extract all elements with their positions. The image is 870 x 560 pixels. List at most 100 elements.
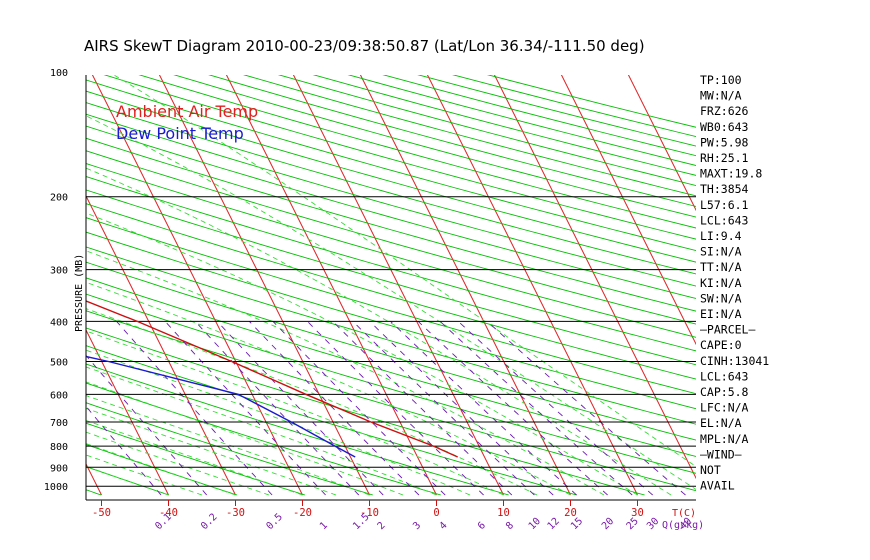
dry-adiabats <box>0 72 696 496</box>
isotherm-line <box>225 75 437 496</box>
bottom-temp-tick-label: 0 <box>433 507 439 519</box>
y-axis-label: PRESSURE (MB) <box>74 254 85 332</box>
pressure-tick-label: 500 <box>50 358 68 369</box>
index-line: WB0:643 <box>700 120 749 134</box>
index-line: LCL:643 <box>700 213 749 227</box>
mixing-ratio-line <box>272 321 446 496</box>
mixing-ratio-line <box>249 321 420 496</box>
pressure-tick-label: 200 <box>50 193 68 204</box>
mixing-ratio-line <box>332 321 513 496</box>
index-line: L57:6.1 <box>700 198 749 212</box>
bottom-temp-tick-label: 20 <box>564 507 577 519</box>
dry-adiabat-line <box>86 113 696 287</box>
mixing-ratio-lines <box>86 321 686 496</box>
dry-adiabat-line <box>86 402 373 496</box>
mixing-ratio-tick-label: 0.2 <box>199 512 220 533</box>
mixing-ratio-line <box>390 321 577 496</box>
moist-adiabat-line <box>86 454 203 496</box>
dry-adiabat-line <box>86 203 696 380</box>
index-line: SI:N/A <box>700 245 742 259</box>
mixing-ratio-line <box>457 321 653 496</box>
isotherms <box>86 75 696 496</box>
dry-adiabat-line <box>86 125 696 299</box>
isotherm-line <box>493 75 696 480</box>
pressure-ticks: 100 200 300 400 500 600 700 800 900 1000 <box>44 68 68 493</box>
moist-adiabat-line <box>86 281 571 496</box>
mixing-ratio-line <box>116 321 273 496</box>
dry-adiabat-line <box>86 327 645 496</box>
temp-unit-label: T(C) <box>672 508 696 519</box>
chart-title: AIRS SkewT Diagram 2010-00-23/09:38:50.8… <box>84 37 645 55</box>
dry-adiabat-line <box>208 75 696 207</box>
legend-air-temp: Ambient Air Temp <box>116 102 258 121</box>
mixing-ratio-tick-label: 20 <box>600 516 616 532</box>
dry-adiabat-line <box>86 176 696 352</box>
mixing-ratio-tick-label: 4 <box>438 520 450 532</box>
mixing-ratio-line <box>307 321 484 496</box>
dry-adiabat-line <box>452 75 696 138</box>
index-line: —WIND— <box>700 447 742 461</box>
index-line: EI:N/A <box>700 307 742 321</box>
mixing-ratio-line <box>216 321 384 496</box>
index-line: MAXT:19.8 <box>700 167 762 181</box>
dry-adiabat-line <box>86 231 696 410</box>
pressure-tick-label: 400 <box>50 317 68 328</box>
pressure-tick-label: 800 <box>50 442 68 453</box>
dry-adiabat-line <box>86 310 696 492</box>
moist-adiabat-line <box>86 308 538 496</box>
mixing-ratio-line <box>164 321 326 496</box>
mixing-ratio-tick-label: 8 <box>504 520 516 532</box>
pressure-tick-label: 300 <box>50 266 68 277</box>
dry-adiabat-line <box>86 189 696 366</box>
pressure-tick-label: 700 <box>50 418 68 429</box>
dry-adiabat-line <box>86 293 696 474</box>
moist-adiabat-line <box>86 212 638 496</box>
isobars <box>86 196 696 487</box>
dry-adiabat-line <box>86 382 441 496</box>
mixing-ratio-line <box>86 405 162 496</box>
index-line: EL:N/A <box>700 416 742 430</box>
dry-adiabat-line <box>86 261 696 441</box>
moist-adiabat-line <box>113 75 696 468</box>
mixing-ratio-line <box>369 321 554 496</box>
dry-adiabat-line <box>242 75 696 197</box>
dry-adiabat-line <box>0 72 33 495</box>
moist-adiabat-line <box>86 167 672 496</box>
isotherm-line <box>86 194 236 496</box>
bottom-temp-tick-label: 10 <box>497 507 510 519</box>
mixing-ratio-tick-label: 10 <box>527 516 543 532</box>
isotherm-line <box>426 75 638 496</box>
moist-adiabat-line <box>86 407 337 496</box>
mixing-ratio-tick-label: 0.5 <box>264 512 285 533</box>
isotherm-line <box>359 75 571 496</box>
mixing-ratio-line <box>417 321 608 496</box>
index-line: MPL:N/A <box>700 432 749 446</box>
moist-adiabat-line <box>86 381 404 496</box>
index-line: LI:9.4 <box>700 229 742 243</box>
mixing-ratio-tick-label: 1 <box>318 520 330 532</box>
bottom-temp-tick-label: -40 <box>159 507 178 519</box>
dry-adiabat-line <box>86 217 696 395</box>
index-line: CAPE:0 <box>700 338 742 352</box>
index-line: TT:N/A <box>700 260 742 274</box>
index-line: FRZ:626 <box>700 104 749 118</box>
moist-adiabat-line <box>86 366 437 496</box>
dry-adiabat-line <box>86 79 696 252</box>
bottom-temp-tick-label: -10 <box>360 507 379 519</box>
index-line: PW:5.98 <box>700 135 749 149</box>
dry-adiabat-line <box>86 443 238 496</box>
dry-adiabat-line <box>86 150 696 325</box>
index-line: SW:N/A <box>700 291 742 305</box>
mixing-ratio-tick-label: 3 <box>411 520 423 532</box>
bottom-temp-tick-label: -30 <box>226 507 245 519</box>
moist-adiabat-line <box>86 465 169 496</box>
mixing-ratio-line <box>86 354 208 496</box>
index-line: —PARCEL— <box>700 323 755 337</box>
index-line: TP:100 <box>700 73 742 87</box>
dry-adiabat-line <box>86 277 696 457</box>
pressure-tick-label: 1000 <box>44 482 68 493</box>
dry-adiabat-line <box>86 90 696 263</box>
plot-area <box>0 72 696 496</box>
